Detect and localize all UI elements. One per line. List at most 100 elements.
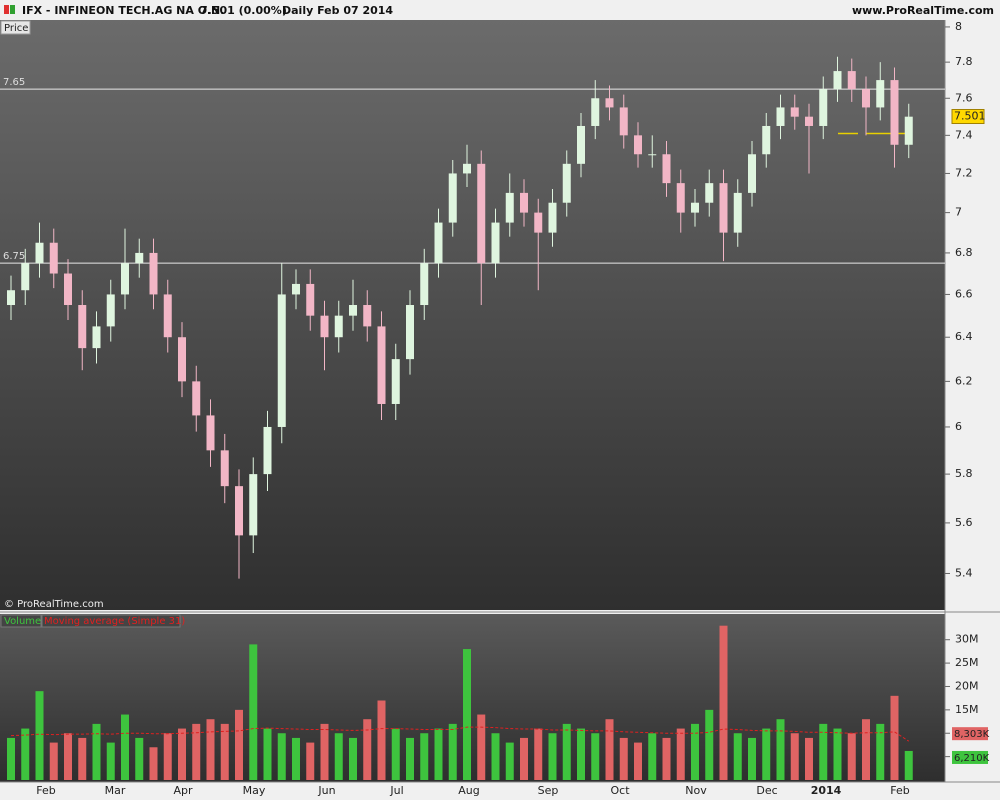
- candle-body: [890, 80, 899, 145]
- volume-bar: [662, 737, 671, 780]
- volume-bar: [406, 737, 414, 780]
- candle-body: [263, 426, 272, 475]
- icon: [10, 5, 15, 14]
- candle-body: [363, 305, 372, 327]
- candle-body: [377, 326, 386, 404]
- volume-bar: [349, 737, 357, 780]
- candle-body: [705, 183, 714, 203]
- volume-bar: [206, 719, 215, 780]
- candle-body: [505, 192, 514, 223]
- candle-body: [904, 116, 913, 145]
- candle-body: [249, 474, 258, 536]
- candle-body: [106, 294, 115, 327]
- panel-label: Price: [4, 23, 28, 34]
- candle-body: [292, 283, 300, 295]
- volume-bar: [277, 733, 286, 780]
- candle-body: [7, 290, 15, 306]
- volume-bar: [7, 737, 15, 780]
- volume-bar: [904, 750, 913, 780]
- volume-bar: [762, 728, 771, 780]
- x-tick-label: Dec: [756, 784, 777, 797]
- volume-bar: [719, 625, 728, 780]
- candle-body: [662, 154, 671, 184]
- candle-body: [819, 89, 828, 126]
- volume-bar: [676, 728, 685, 780]
- legend-box[interactable]: [41, 614, 181, 628]
- x-tick-label: Oct: [610, 784, 630, 797]
- y-tick-label: 8: [955, 20, 962, 33]
- candle-body: [790, 107, 799, 117]
- x-tick-label: Aug: [458, 784, 479, 797]
- candle-body: [235, 486, 243, 536]
- icon: [4, 5, 9, 14]
- candle-body: [862, 89, 870, 108]
- candle-body: [178, 337, 186, 382]
- volume-bar: [833, 728, 842, 780]
- volume-bar: [562, 723, 571, 780]
- volume-bar: [776, 719, 785, 780]
- volume-bar: [691, 723, 699, 780]
- candle-body: [733, 192, 742, 233]
- volume-bar: [548, 733, 557, 780]
- y-tick-label: 20M: [955, 679, 979, 692]
- candle-body: [619, 107, 628, 136]
- volume-bar: [733, 733, 742, 780]
- candle-body: [121, 263, 129, 295]
- volume-bar: [178, 728, 186, 780]
- x-tick-label: Jul: [389, 784, 403, 797]
- y-tick-label: 5.6: [955, 516, 973, 529]
- volume-bar: [92, 723, 101, 780]
- x-tick-label: May: [243, 784, 266, 797]
- volume-bar: [420, 733, 429, 780]
- panel-tab[interactable]: [0, 20, 31, 35]
- x-tick-label: Mar: [105, 784, 126, 797]
- candle-body: [634, 135, 642, 155]
- candle-body: [406, 305, 414, 360]
- y-tick-label: 25M: [955, 656, 979, 669]
- candle-body: [534, 212, 543, 233]
- candle-body: [847, 71, 856, 90]
- volume-bar: [477, 714, 486, 780]
- candle-body: [420, 263, 429, 306]
- candle-body: [805, 116, 813, 126]
- volume-bar: [591, 733, 600, 780]
- volume-bar: [334, 733, 343, 780]
- candle-body: [434, 222, 443, 264]
- x-tick-label: 2014: [811, 784, 842, 797]
- candle-body: [605, 98, 614, 108]
- x-tick-label: Feb: [890, 784, 909, 797]
- volume-bar: [634, 742, 642, 780]
- volume-bar: [306, 742, 315, 780]
- volume-bar: [149, 747, 158, 780]
- candle-body: [448, 173, 457, 223]
- legend-volume: Volume: [4, 616, 41, 627]
- volume-bar: [605, 719, 614, 780]
- x-tick-label: Sep: [538, 784, 559, 797]
- last-price-box: [951, 108, 985, 124]
- candle-body: [463, 163, 471, 174]
- candle-body: [192, 381, 201, 416]
- y-tick-label: 5.8: [955, 467, 973, 480]
- candle-body: [149, 252, 158, 295]
- candle-body: [135, 252, 144, 264]
- candle-body: [548, 202, 557, 233]
- candle-body: [833, 71, 842, 90]
- volume-bar: [790, 733, 799, 780]
- volume-bar: [163, 733, 172, 780]
- candle-body: [64, 273, 72, 306]
- volume-bar: [292, 737, 300, 780]
- volume-bar: [35, 691, 44, 780]
- x-tick-label: Feb: [36, 784, 55, 797]
- volume-bar: [847, 733, 856, 780]
- candle-body: [306, 283, 315, 316]
- volume-bar: [890, 695, 899, 780]
- volume-bar: [862, 719, 870, 780]
- y-tick-label: 7.4: [955, 128, 973, 141]
- x-tick-label: Jun: [317, 784, 335, 797]
- candle-body: [577, 125, 585, 164]
- y-tick-label: 6.4: [955, 330, 973, 343]
- last-price-label: 7.501: [954, 109, 986, 122]
- legend-box[interactable]: [0, 614, 42, 628]
- volume-bar: [463, 649, 471, 780]
